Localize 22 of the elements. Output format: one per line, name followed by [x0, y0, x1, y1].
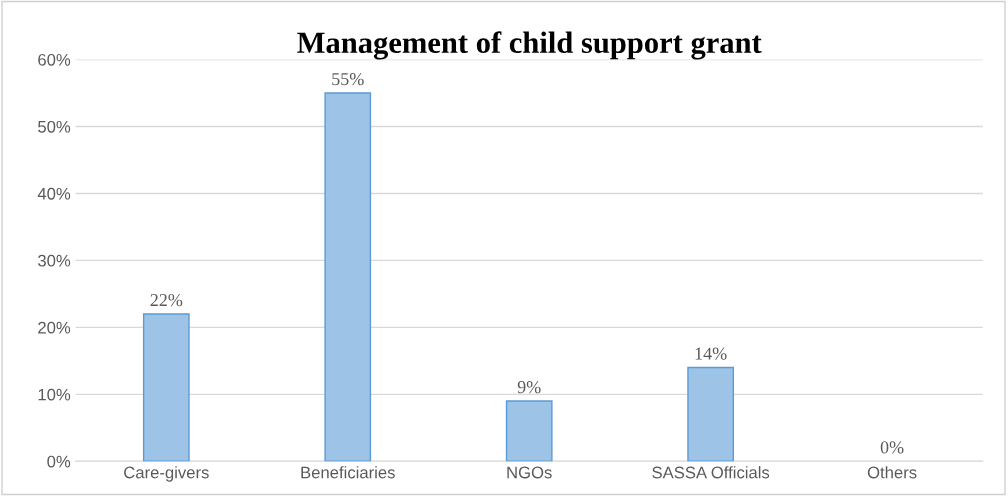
y-tick-label: 0% — [47, 455, 71, 468]
x-tick-label: Beneficiaries — [301, 466, 395, 479]
y-tick-label: 30% — [38, 254, 71, 267]
bar — [687, 366, 735, 462]
y-tick-label: 20% — [38, 321, 71, 334]
bar — [324, 92, 372, 462]
data-label: 0% — [880, 441, 904, 454]
data-label: 9% — [517, 381, 541, 394]
data-label: 14% — [695, 347, 727, 360]
y-tick-label: 10% — [38, 388, 71, 401]
y-tick-label: 60% — [38, 53, 71, 66]
chart-title: Management of child support grant — [297, 31, 762, 60]
bar — [505, 400, 553, 462]
y-tick-label: 50% — [38, 120, 71, 133]
data-label: 55% — [332, 72, 364, 86]
x-tick-label: NGOs — [507, 466, 552, 479]
y-tick-label: 40% — [37, 187, 71, 200]
x-tick-label: SASSA Officials — [652, 466, 770, 479]
x-tick-label: Care-givers — [124, 466, 209, 482]
x-tick-label: Others — [867, 466, 917, 479]
data-label: 22% — [150, 293, 183, 307]
bar — [142, 313, 190, 462]
